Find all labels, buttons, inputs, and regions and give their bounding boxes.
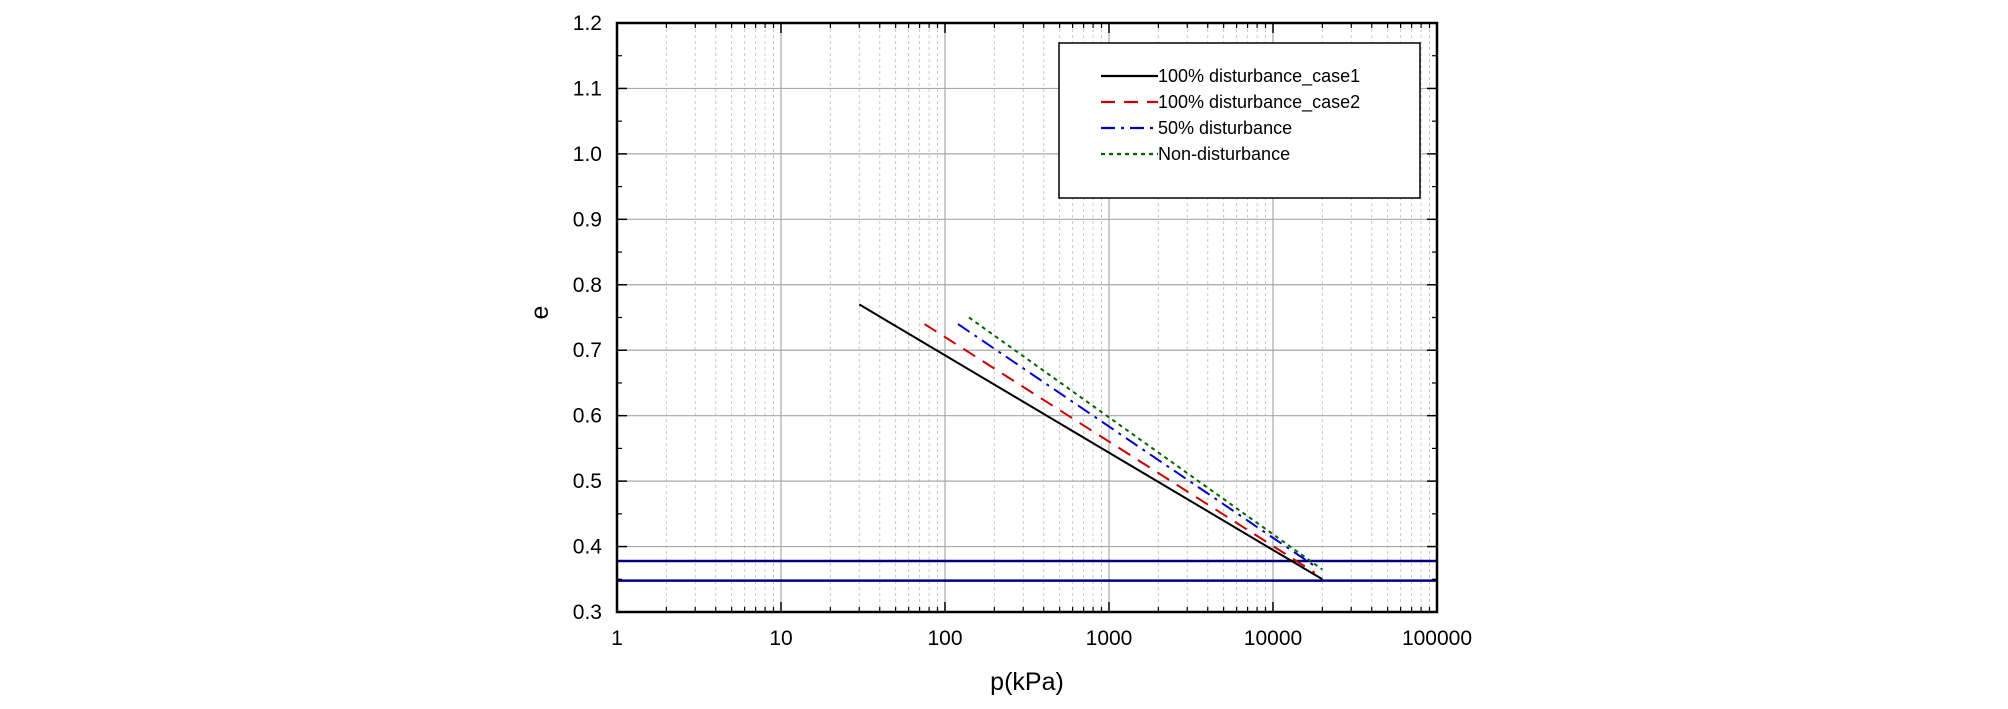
y-tick-label: 0.9 [573, 208, 602, 231]
reference-lines [617, 559, 1437, 582]
y-tick-label: 1.1 [573, 77, 602, 100]
legend: 100% disturbance_case1 100% disturbance_c… [1058, 42, 1421, 199]
data-series [858, 303, 1323, 581]
series-line [957, 323, 1316, 568]
x-tick-label: 1000 [1086, 627, 1133, 650]
y-tick-label: 1.2 [573, 12, 602, 35]
y-tick-label: 0.3 [573, 601, 602, 624]
legend-label: 100% disturbance_case1 [1158, 66, 1360, 87]
x-tick-label: 100 [927, 627, 962, 650]
y-tick-label: 0.6 [573, 405, 602, 428]
y-tick-labels: 0.3 0.4 0.5 0.6 0.7 0.8 0.9 1.0 1.1 1.2 [573, 12, 603, 624]
x-tick-label: 100000 [1402, 627, 1472, 650]
y-tick-label: 1.0 [573, 143, 602, 166]
legend-label: Non-disturbance [1158, 144, 1290, 164]
y-tick-label: 0.7 [573, 339, 602, 362]
series-line [858, 303, 1323, 581]
legend-box [1058, 42, 1421, 199]
axis-ticks [616, 22, 1438, 613]
legend-label: 100% disturbance_case2 [1158, 92, 1360, 113]
x-tick-label: 10 [769, 627, 792, 650]
series-line [968, 316, 1323, 571]
y-tick-label: 0.4 [573, 536, 603, 559]
series-line [923, 323, 1316, 574]
legend-label: 50% disturbance [1158, 118, 1292, 138]
x-tick-label: 10000 [1244, 627, 1302, 650]
x-axis-title: p(kPa) [990, 668, 1064, 696]
y-axis-title: e [526, 306, 554, 320]
x-tick-labels: 1 10 100 1000 10000 100000 [611, 627, 1472, 650]
y-tick-label: 0.8 [573, 274, 602, 297]
x-tick-label: 1 [611, 627, 623, 650]
y-tick-label: 0.5 [573, 470, 602, 493]
